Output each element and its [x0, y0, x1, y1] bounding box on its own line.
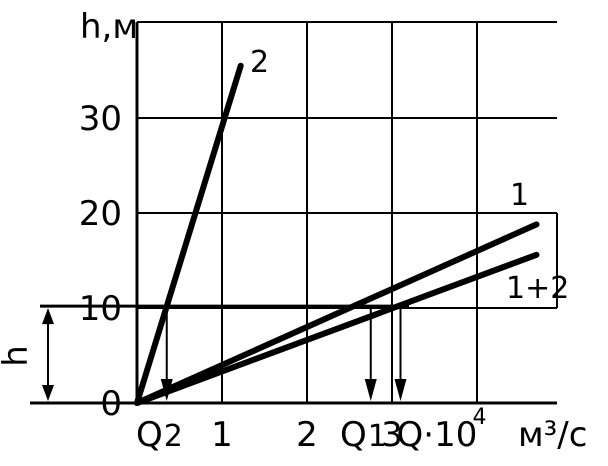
h-arrow-down: [42, 385, 54, 401]
x-axis-title: Q·10: [397, 415, 478, 455]
x-tick-label: 2: [296, 415, 318, 455]
y-tick-label: 30: [79, 99, 122, 139]
operating-point-construction: [40, 304, 409, 401]
y-axis-title: h,м: [80, 7, 138, 47]
y-tick-label: 0: [100, 384, 122, 424]
x-tick-label: 3: [381, 415, 403, 455]
x-axis-title-exponent: 4: [473, 405, 487, 430]
x-unit-label: м³/с: [518, 415, 587, 455]
series-line: [134, 221, 540, 406]
drop-arrow: [394, 379, 407, 401]
h-dimension-label: h: [0, 345, 36, 367]
series-line: [134, 62, 244, 406]
marker-subscript: 2: [164, 419, 183, 454]
series-label-1plus2: 1+2: [506, 271, 569, 306]
chart-series: [134, 62, 540, 406]
marker-label: Q: [136, 415, 163, 455]
h-arrow-up: [42, 308, 54, 325]
series-label-2: 2: [250, 45, 269, 80]
drop-arrow: [364, 379, 377, 401]
x-tick-label: 1: [211, 415, 233, 455]
y-tick-label: 20: [79, 194, 122, 234]
series-line: [134, 251, 540, 406]
marker-subscript: 1: [368, 419, 387, 454]
y-tick-label: 10: [79, 289, 122, 329]
marker-label: Q: [340, 415, 367, 455]
series-label-1: 1: [510, 178, 529, 213]
drop-arrow: [160, 379, 173, 401]
